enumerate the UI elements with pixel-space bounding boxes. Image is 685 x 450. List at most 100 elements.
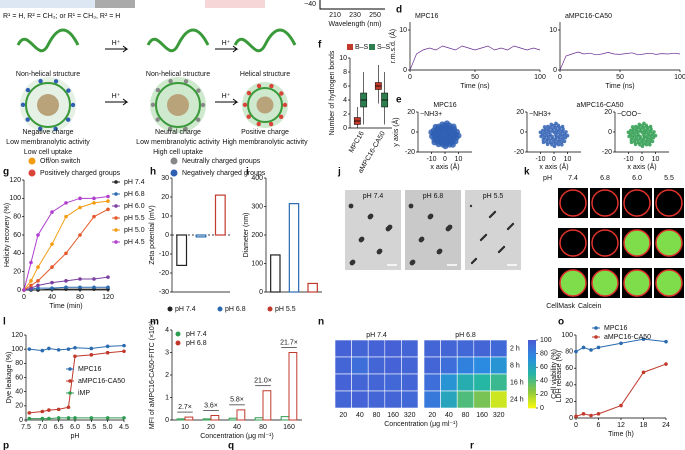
data-point [581, 412, 586, 416]
legend-label: pH 5.5 [124, 215, 145, 222]
charged-group [183, 79, 189, 84]
point-cloud [633, 142, 638, 147]
x-tick-label: 50 [616, 74, 624, 81]
point-cloud [629, 140, 634, 145]
colorbar-step [528, 357, 536, 359]
data-point [106, 207, 110, 212]
panel-label: k [524, 167, 530, 178]
point-cloud [545, 142, 550, 147]
core [256, 96, 274, 114]
note: R¹ = H, R² = CH₃; or R¹ = CH₃, R² = H [3, 13, 120, 20]
legend-label: pH 6.8 [225, 306, 246, 313]
point-cloud [642, 135, 646, 140]
cell [623, 189, 651, 217]
bar [176, 234, 188, 266]
heat-cell [351, 373, 369, 392]
arrow [105, 45, 129, 53]
y-tick-label: 10 [161, 213, 169, 220]
colorbar-step [528, 404, 536, 407]
panel-label: i [246, 167, 249, 178]
data-point [92, 285, 96, 290]
y-axis-label: Helicity recovery (%) [4, 203, 11, 267]
legend-symbol [175, 340, 181, 346]
x-tick-label: 80 [76, 294, 84, 301]
legend-symbol [28, 169, 36, 177]
panel-label: q [228, 441, 234, 450]
bar [280, 416, 290, 421]
x-tick-label: 40 [233, 424, 241, 431]
y-tick-label: 60 [565, 365, 573, 372]
y-tick-label: 20 [13, 269, 21, 276]
heat-cell [440, 373, 458, 392]
point-cloud [443, 120, 450, 127]
heat-cell [384, 390, 402, 409]
series-line [559, 51, 681, 71]
charged-group [256, 83, 262, 89]
y-tick-label: 1 [165, 394, 169, 401]
point-cloud [648, 142, 652, 147]
charged-group [282, 102, 288, 108]
colorbar-step [528, 389, 536, 392]
x-axis-label: Time (min) [49, 303, 82, 310]
point-cloud [449, 141, 456, 148]
caption: Positive charge [241, 129, 289, 136]
heat-cell [423, 373, 441, 392]
particle [419, 236, 425, 242]
x-tick-label: 160 [476, 412, 488, 419]
axis [559, 22, 680, 71]
y-tick-label: 30 [161, 175, 169, 182]
data-point [64, 279, 68, 283]
point-cloud [629, 128, 633, 133]
data-point [89, 346, 94, 351]
colorbar-step [528, 358, 536, 361]
cell [591, 229, 619, 257]
arrow-label: H⁺ [112, 93, 121, 100]
stain-label: CellMask [546, 303, 575, 310]
colorbar-step [528, 370, 536, 373]
x-tick-label: -10 [535, 156, 545, 163]
heat-cell [401, 390, 419, 409]
data-point [78, 196, 82, 201]
group-label: −COO− [617, 111, 641, 118]
data-point [619, 403, 623, 408]
point-cloud [634, 127, 639, 132]
y-tick-label: 400 [251, 175, 263, 182]
legend-label: pH 4.5 [124, 239, 145, 246]
y-tick-label: 0 [259, 289, 263, 296]
caption: Neutral charge [155, 129, 201, 136]
data-point [596, 345, 601, 350]
charged-group [196, 117, 201, 122]
structure-label: Non-helical structure [16, 71, 80, 78]
panel-label: l [3, 317, 6, 328]
fragment-tick: 210 [329, 12, 341, 19]
x-tick-label: 0 [574, 422, 578, 429]
colorbar-step [528, 367, 536, 370]
bar [184, 416, 194, 421]
y-tick-label: 100 [11, 346, 23, 353]
particle [387, 224, 393, 230]
y-tick-label: -10 [159, 251, 169, 258]
point-cloud [542, 125, 547, 129]
data-point [40, 416, 45, 421]
data-point [106, 275, 110, 279]
x-tick-label: 0 [552, 156, 556, 163]
heat-cell [384, 339, 402, 358]
particle [410, 259, 416, 265]
charged-group [25, 87, 31, 93]
colorbar-step [528, 396, 536, 399]
point-cloud [645, 128, 650, 133]
colorbar-step [528, 397, 536, 400]
charged-group [66, 88, 71, 93]
y-tick-label: 0 [343, 125, 347, 132]
y-tick-label: 60 [15, 374, 23, 381]
legend-label: S–S [377, 44, 391, 51]
stain-label: Calcein [578, 303, 601, 310]
y-tick-label: 6 [343, 83, 347, 90]
legend-symbol [68, 367, 72, 371]
y-tick-label: 20 [15, 403, 23, 410]
legend-label: B–S [355, 44, 369, 51]
x-axis-label: Time (ns) [460, 83, 489, 90]
heat-cell [351, 356, 369, 375]
x-tick-label: 4.5 [119, 424, 129, 431]
charged-group [53, 79, 59, 84]
